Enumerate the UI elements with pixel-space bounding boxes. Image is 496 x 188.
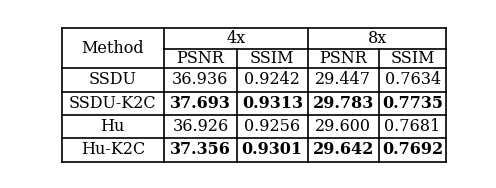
- Text: SSDU-K2C: SSDU-K2C: [69, 95, 157, 112]
- Text: 0.9313: 0.9313: [242, 95, 303, 112]
- Text: 37.356: 37.356: [170, 141, 231, 158]
- Text: PSNR: PSNR: [319, 50, 368, 67]
- Text: 37.693: 37.693: [170, 95, 231, 112]
- Text: 4x: 4x: [226, 30, 246, 47]
- Text: 0.7634: 0.7634: [384, 71, 440, 89]
- Text: Hu: Hu: [101, 118, 125, 135]
- Text: SSIM: SSIM: [390, 50, 435, 67]
- Text: 8x: 8x: [368, 30, 387, 47]
- Text: SSDU: SSDU: [89, 71, 137, 89]
- Text: PSNR: PSNR: [177, 50, 224, 67]
- Text: 0.9301: 0.9301: [242, 141, 303, 158]
- Text: 36.936: 36.936: [172, 71, 229, 89]
- Text: Method: Method: [81, 40, 144, 57]
- Text: Hu-K2C: Hu-K2C: [81, 141, 145, 158]
- Text: 29.642: 29.642: [312, 141, 374, 158]
- Text: 29.600: 29.600: [315, 118, 372, 135]
- Text: 0.7681: 0.7681: [384, 118, 441, 135]
- Text: 0.9256: 0.9256: [244, 118, 301, 135]
- Text: 36.926: 36.926: [172, 118, 229, 135]
- Text: 0.7692: 0.7692: [382, 141, 443, 158]
- Text: SSIM: SSIM: [250, 50, 295, 67]
- Text: 29.447: 29.447: [315, 71, 372, 89]
- Text: 0.7735: 0.7735: [382, 95, 443, 112]
- Text: 0.9242: 0.9242: [245, 71, 300, 89]
- Text: 29.783: 29.783: [313, 95, 374, 112]
